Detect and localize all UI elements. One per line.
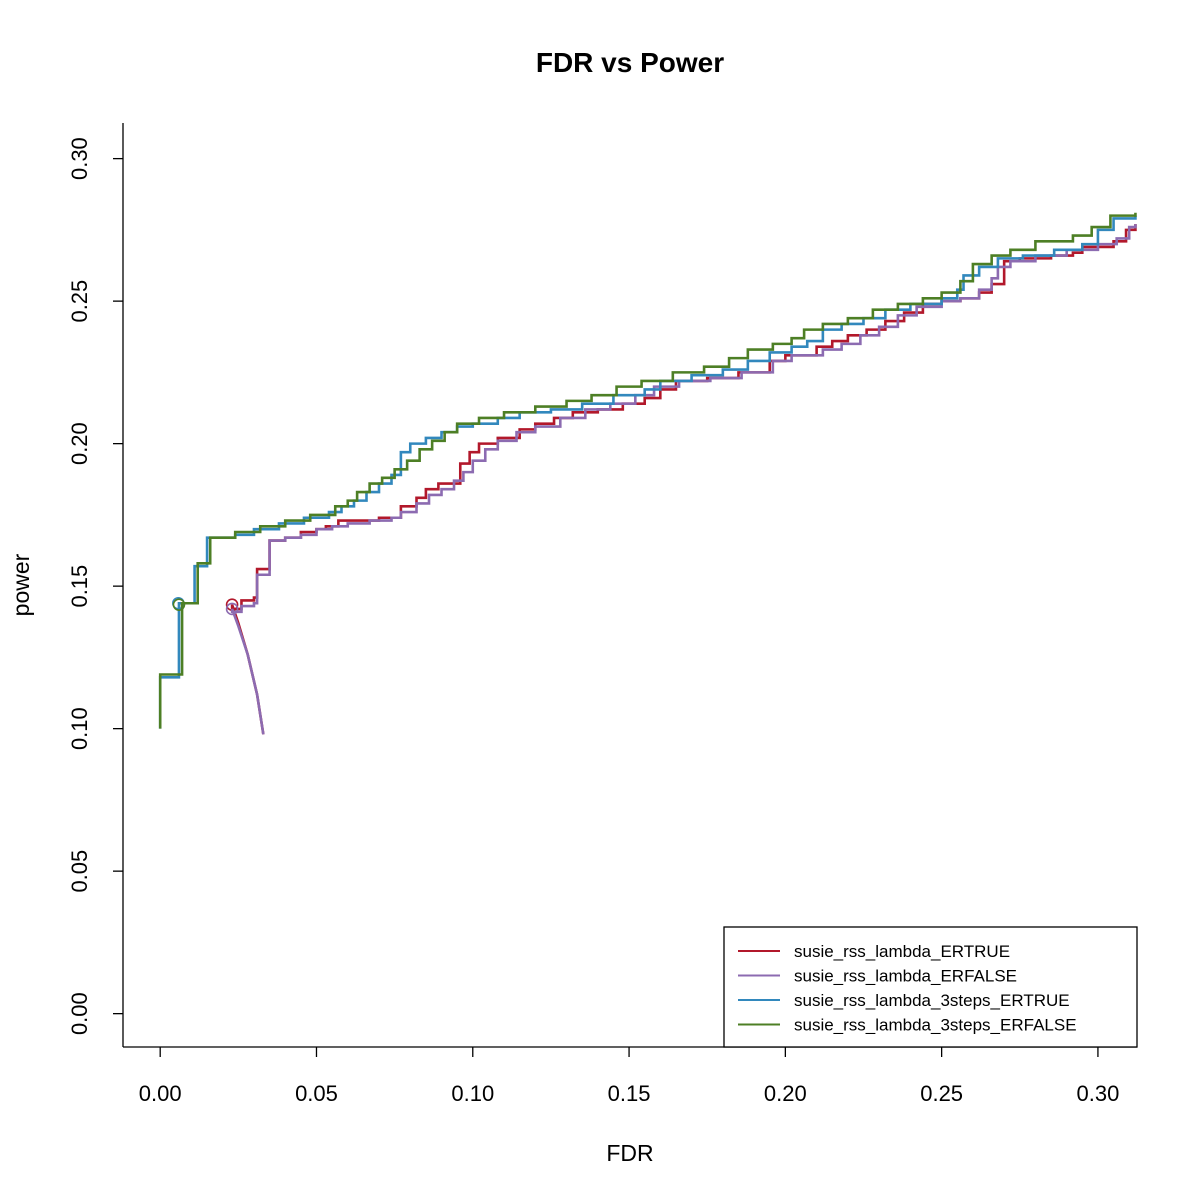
x-tick-label: 0.00 — [139, 1081, 182, 1106]
x-axis: 0.00 0.05 0.10 0.15 0.20 0.25 0.30 — [139, 1047, 1120, 1106]
legend-label: susie_rss_lambda_3steps_ERTRUE — [794, 991, 1070, 1010]
x-tick-label: 0.20 — [764, 1081, 807, 1106]
x-tick-label: 0.10 — [451, 1081, 494, 1106]
y-tick-label: 0.25 — [67, 280, 92, 323]
legend-label: susie_rss_lambda_ERTRUE — [794, 942, 1010, 961]
series-layer — [158, 212, 1137, 735]
series-marker-2 — [225, 602, 239, 616]
x-tick-label: 0.15 — [608, 1081, 651, 1106]
legend-box — [723, 926, 1138, 1048]
y-tick-label: 0.30 — [67, 137, 92, 180]
x-axis-label: FDR — [606, 1140, 653, 1166]
series-marker-4 — [172, 598, 186, 611]
y-tick-label: 0.10 — [67, 707, 92, 750]
y-tick-label: 0.15 — [67, 565, 92, 608]
x-tick-label: 0.30 — [1077, 1081, 1120, 1106]
y-tick-label: 0.20 — [67, 422, 92, 465]
x-tick-label: 0.05 — [295, 1081, 338, 1106]
y-tick-label: 0.05 — [67, 850, 92, 893]
y-axis-label: power — [8, 553, 34, 616]
legend: susie_rss_lambda_ERTRUE susie_rss_lambda_… — [723, 926, 1138, 1048]
series-line-2 — [230, 224, 1137, 735]
y-tick-label: 0.00 — [67, 992, 92, 1035]
y-axis: 0.00 0.05 0.10 0.15 0.20 0.25 0.30 — [67, 137, 123, 1035]
chart-title: FDR vs Power — [536, 47, 724, 78]
legend-label: susie_rss_lambda_3steps_ERFALSE — [794, 1016, 1077, 1035]
legend-label: susie_rss_lambda_ERFALSE — [794, 967, 1017, 986]
series-line-4 — [158, 212, 1137, 729]
x-tick-label: 0.25 — [920, 1081, 963, 1106]
